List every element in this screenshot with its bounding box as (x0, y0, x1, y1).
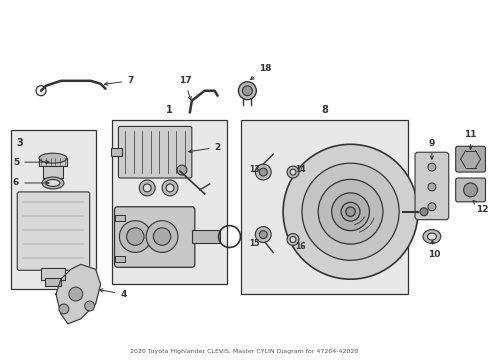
Ellipse shape (423, 230, 441, 243)
Text: 10: 10 (428, 240, 440, 259)
Bar (111, 148, 122, 156)
Circle shape (255, 164, 271, 180)
Circle shape (302, 163, 399, 260)
Text: 15: 15 (249, 239, 259, 248)
Bar (45, 278, 61, 286)
Circle shape (290, 169, 296, 175)
Text: 17: 17 (178, 76, 191, 100)
FancyBboxPatch shape (456, 146, 486, 172)
Bar (113, 121, 226, 284)
Circle shape (59, 304, 69, 314)
Text: 16: 16 (295, 243, 305, 252)
Text: 2: 2 (189, 143, 221, 153)
Text: 4: 4 (99, 289, 126, 298)
Bar (116, 215, 125, 221)
FancyBboxPatch shape (17, 192, 90, 270)
Ellipse shape (39, 153, 67, 163)
Circle shape (287, 234, 299, 246)
Circle shape (332, 193, 369, 231)
Circle shape (255, 227, 271, 243)
Text: 1: 1 (166, 104, 172, 114)
Bar (41, 268, 65, 280)
Circle shape (69, 287, 83, 301)
Text: 2020 Toyota Highlander CLEVIS, Master CYLIN Diagram for 47264-42020: 2020 Toyota Highlander CLEVIS, Master CY… (130, 348, 359, 354)
FancyBboxPatch shape (115, 207, 195, 267)
Circle shape (259, 231, 267, 239)
Circle shape (287, 166, 299, 178)
Ellipse shape (139, 180, 155, 196)
Ellipse shape (464, 183, 478, 197)
Text: 8: 8 (321, 104, 328, 114)
Text: 13: 13 (249, 165, 259, 174)
Circle shape (153, 228, 171, 245)
Circle shape (120, 221, 151, 252)
Bar (43, 166, 63, 178)
Text: 11: 11 (465, 130, 477, 149)
Bar (39, 158, 67, 166)
Circle shape (420, 208, 428, 216)
Bar (116, 256, 125, 262)
Bar (242, 121, 408, 294)
Circle shape (428, 203, 436, 211)
Text: 6: 6 (13, 179, 49, 188)
Text: 18: 18 (250, 64, 271, 80)
Ellipse shape (42, 177, 64, 189)
Ellipse shape (166, 184, 174, 192)
Bar (11, 130, 96, 289)
Circle shape (177, 165, 187, 175)
Circle shape (259, 168, 267, 176)
Circle shape (290, 237, 296, 243)
Circle shape (341, 202, 360, 221)
Circle shape (346, 207, 355, 216)
FancyBboxPatch shape (456, 178, 486, 202)
Circle shape (428, 163, 436, 171)
Text: 3: 3 (16, 138, 23, 148)
Ellipse shape (162, 180, 178, 196)
Circle shape (428, 183, 436, 191)
Circle shape (283, 144, 418, 279)
Ellipse shape (143, 184, 151, 192)
Circle shape (318, 179, 383, 244)
Circle shape (146, 221, 178, 252)
Ellipse shape (46, 180, 60, 186)
FancyBboxPatch shape (415, 152, 449, 220)
Circle shape (239, 82, 256, 100)
Polygon shape (56, 264, 100, 324)
Ellipse shape (427, 233, 437, 240)
Text: 9: 9 (429, 139, 435, 159)
Text: 12: 12 (473, 201, 489, 214)
Text: 5: 5 (13, 158, 49, 167)
FancyBboxPatch shape (119, 126, 192, 178)
Bar (192, 230, 220, 243)
Circle shape (85, 301, 95, 311)
Text: 7: 7 (104, 76, 134, 85)
Circle shape (126, 228, 144, 245)
Circle shape (243, 86, 252, 96)
Text: 14: 14 (295, 165, 305, 174)
